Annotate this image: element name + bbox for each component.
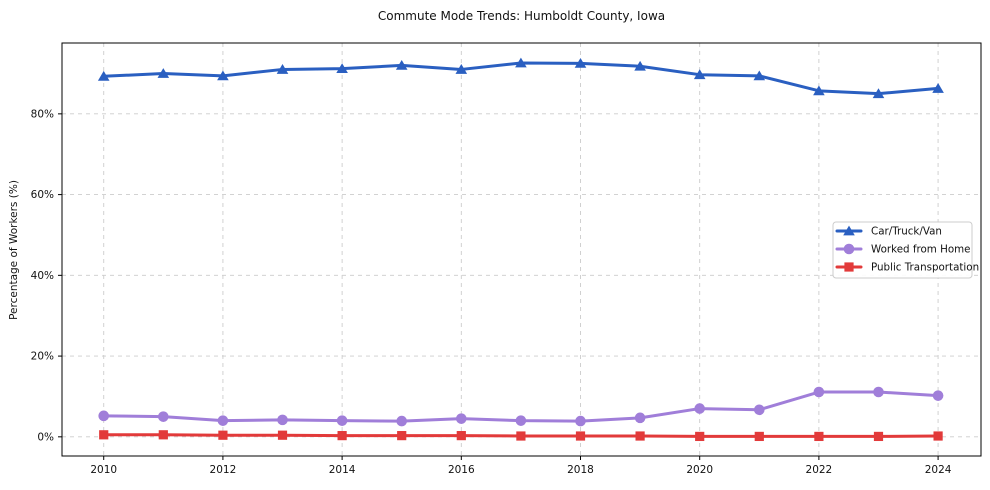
series-marker-triangle <box>217 70 229 81</box>
legend-item: Worked from Home <box>835 243 971 256</box>
plot-border <box>61 42 982 457</box>
series-marker-square <box>218 430 228 440</box>
series-marker-triangle <box>157 68 170 78</box>
series-marker-square <box>873 431 884 442</box>
legend-marker-square <box>844 262 854 272</box>
legend-box <box>832 221 973 279</box>
legend-item-label: Car/Truck/Van <box>871 226 942 238</box>
series-marker-triangle <box>395 60 408 70</box>
legend-marker-circle <box>843 243 855 255</box>
y-tick-label: 80% <box>31 108 54 120</box>
series-marker-square <box>933 431 943 441</box>
series-marker-circle <box>753 404 765 416</box>
series-marker-square <box>814 431 824 442</box>
legend-item: Car/Truck/Van <box>835 225 942 238</box>
series-marker-square <box>337 431 347 441</box>
x-tick-label: 2024 <box>925 464 952 476</box>
series-marker-square <box>754 431 764 442</box>
series-marker-triangle <box>276 64 289 74</box>
series-marker-circle <box>515 415 527 426</box>
series-marker-square <box>397 431 407 441</box>
series-marker-circle <box>336 415 348 426</box>
series-marker-circle <box>932 390 944 401</box>
series-marker-circle <box>158 411 169 422</box>
series-marker-triangle <box>753 70 766 81</box>
series-public-transportation <box>99 430 943 442</box>
x-tick-label: 2012 <box>210 464 237 476</box>
series-marker-triangle <box>693 69 706 80</box>
series-car-truck-van <box>97 57 944 99</box>
x-tick-label: 2016 <box>448 464 475 476</box>
series-marker-circle <box>694 403 705 414</box>
y-tick-label: 0% <box>37 431 54 443</box>
series-marker-circle <box>634 412 646 424</box>
series-marker-circle <box>813 386 825 398</box>
series-marker-circle <box>873 386 884 398</box>
x-tick-label: 2018 <box>567 464 594 476</box>
series-marker-triangle <box>336 63 348 74</box>
series-marker-square <box>158 430 168 440</box>
legend: Car/Truck/Van Worked from Home Public Tran… <box>832 221 979 279</box>
y-tick-label: 20% <box>31 351 54 363</box>
series-worked-from-home <box>98 386 944 427</box>
x-tick-label: 2022 <box>806 464 833 476</box>
series-marker-square <box>516 431 526 441</box>
series-marker-square <box>277 430 288 440</box>
x-tick-label: 2010 <box>90 464 117 476</box>
x-tick-label: 2014 <box>329 464 356 476</box>
series-marker-circle <box>277 414 288 426</box>
series-marker-circle <box>98 410 110 422</box>
series-marker-square <box>695 431 705 442</box>
series-marker-circle <box>396 415 408 427</box>
x-tick-label: 2020 <box>686 464 713 476</box>
series-marker-circle <box>575 415 586 427</box>
series-marker-triangle <box>574 57 587 68</box>
legend-item: Public Transportation <box>835 262 979 274</box>
series-marker-triangle <box>634 60 646 71</box>
y-tick-label: 40% <box>31 270 54 282</box>
legend-item-label: Worked from Home <box>871 244 971 256</box>
legend-item-label: Public Transportation <box>871 262 979 274</box>
series-marker-triangle <box>515 57 527 68</box>
series-marker-circle <box>456 413 467 424</box>
series-marker-square <box>456 431 466 441</box>
chart-title: Commute Mode Trends: Humboldt County, Io… <box>377 9 666 23</box>
series-line <box>102 61 940 96</box>
series-marker-square <box>99 430 109 440</box>
series-marker-square <box>575 431 586 441</box>
series-marker-triangle <box>97 70 110 81</box>
series-marker-triangle <box>872 88 885 99</box>
y-tick-label: 60% <box>31 189 54 201</box>
series-marker-triangle <box>455 64 468 74</box>
series-marker-triangle <box>813 85 825 96</box>
legend-marker-triangle <box>843 225 855 236</box>
series-marker-triangle <box>932 83 944 93</box>
series-marker-circle <box>217 415 229 426</box>
series-marker-square <box>635 431 645 441</box>
